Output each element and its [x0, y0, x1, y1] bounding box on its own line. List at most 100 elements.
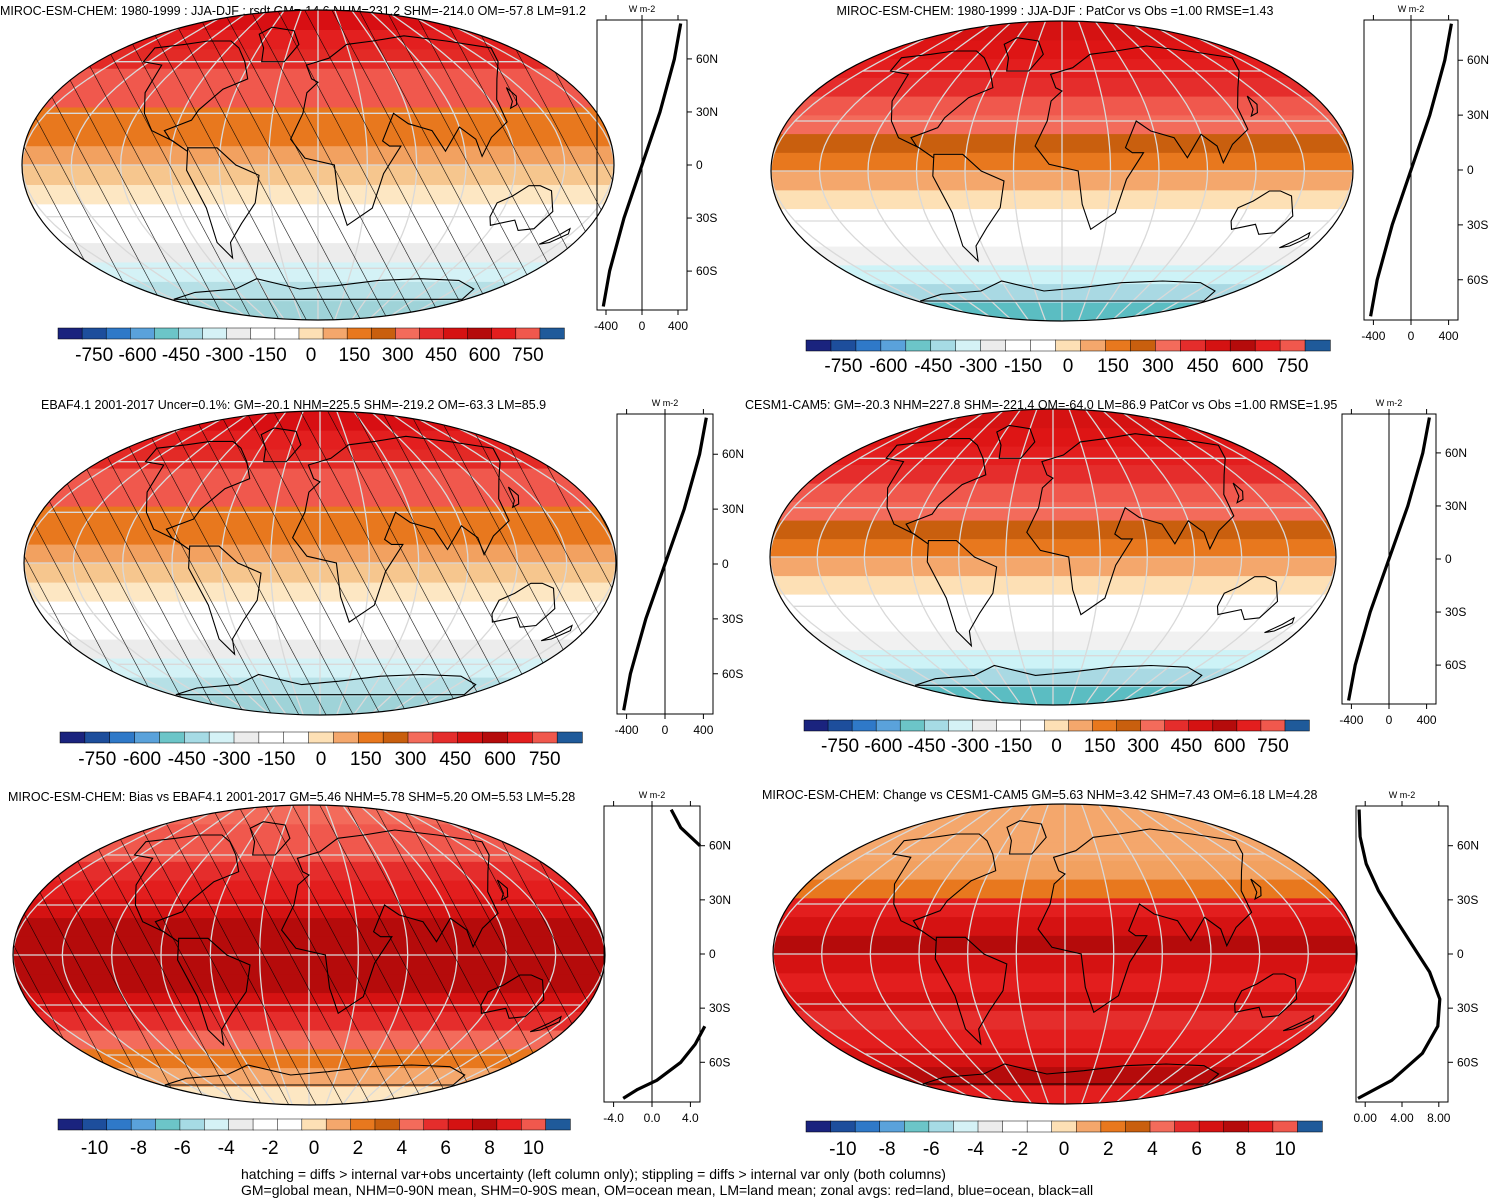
- colorbar-swatch: [333, 731, 359, 744]
- colorbar-swatch: [805, 339, 832, 352]
- colorbar-swatch: [1304, 339, 1331, 352]
- panel-title: CESM1-CAM5: GM=-20.3 NHM=227.8 SHM=-221.…: [745, 398, 1337, 412]
- zonal-profile: [601, 23, 683, 307]
- x-tick-label: 0.00: [1354, 1111, 1378, 1125]
- coastline: [934, 936, 1008, 1046]
- hatching: [22, 10, 614, 320]
- colorbar-label: 6: [1191, 1139, 1202, 1160]
- colorbar-swatch: [953, 1120, 979, 1133]
- colorbar-swatch: [556, 731, 583, 744]
- lat-tick-label: 30S: [1467, 218, 1488, 232]
- lat-tick-label: 30N: [722, 502, 744, 516]
- coastline: [1232, 482, 1244, 504]
- lat-tick-label: 0: [709, 947, 716, 961]
- x-tick-label: 400: [693, 723, 713, 737]
- colorbar-swatch: [1100, 1120, 1127, 1133]
- colorbar-swatch: [1092, 719, 1118, 732]
- colorbar-swatch: [899, 719, 925, 732]
- x-tick-label: 0.0: [644, 1111, 661, 1125]
- colorbar-label: -6: [923, 1139, 940, 1160]
- colorbar-swatch: [1076, 1120, 1102, 1133]
- x-tick-label: 0: [639, 319, 646, 333]
- zonal-profile: [1369, 23, 1453, 317]
- x-tick-label: 4.0: [682, 1111, 699, 1125]
- colorbar-swatch: [805, 1120, 832, 1133]
- colorbar-swatch: [930, 339, 957, 352]
- colorbar-label: -600: [864, 736, 902, 757]
- colorbar-swatch: [154, 327, 180, 340]
- colorbar-swatch: [283, 731, 310, 744]
- colorbar-label: -300: [959, 356, 997, 377]
- coastline: [914, 664, 1203, 686]
- unit-label: W m-2: [639, 790, 666, 800]
- panel-6: MIROC-ESM-CHEM: Change vs CESM1-CAM5 GM=…: [762, 788, 1479, 1160]
- panel-title: MIROC-ESM-CHEM: 1980-1999 : JJA-DJF : Pa…: [837, 4, 1274, 18]
- colorbar-swatch: [432, 731, 459, 744]
- map: [13, 805, 605, 1105]
- colorbar-label: -300: [951, 736, 989, 757]
- colorbar-label: -4: [218, 1138, 235, 1159]
- colorbar-swatch: [325, 1118, 352, 1131]
- colorbar-swatch: [106, 1118, 132, 1131]
- coastline: [1264, 616, 1295, 634]
- coastline: [1282, 1014, 1315, 1032]
- colorbar-swatch: [1198, 1120, 1225, 1133]
- lat-tick-label: 60N: [696, 52, 718, 66]
- x-tick-label: 4.00: [1390, 1111, 1414, 1125]
- colorbar-swatch: [830, 1120, 856, 1133]
- colorbar-label: 4: [396, 1138, 407, 1159]
- colorbar-swatch: [1236, 719, 1262, 732]
- coastline: [920, 280, 1216, 302]
- coastline: [1003, 37, 1044, 72]
- colorbar-swatch: [879, 1120, 905, 1133]
- zonal-mean-plot: 60N 30N 0 30S 60S -400 0 400 W m-2: [615, 398, 744, 737]
- colorbar-swatch: [491, 327, 517, 340]
- x-tick-label: -400: [1339, 713, 1363, 727]
- colorbar-swatch: [130, 1118, 157, 1131]
- colorbar-swatch: [1155, 339, 1181, 352]
- footer-line-1: hatching = diffs > internal var+obs unce…: [241, 1166, 946, 1182]
- colorbar-swatch: [977, 1120, 1004, 1133]
- colorbar-swatch: [308, 731, 335, 744]
- map: [22, 10, 614, 320]
- colorbar-swatch: [374, 1118, 400, 1131]
- coastline: [932, 153, 1005, 263]
- coastline: [1234, 973, 1298, 1018]
- colorbar-swatch: [399, 1118, 425, 1131]
- lat-tick-label: 0: [722, 557, 729, 571]
- lat-tick-label: 60N: [1457, 839, 1479, 853]
- colorbar-label: 150: [339, 345, 371, 366]
- colorbar-swatch: [923, 719, 949, 732]
- colorbar-swatch: [419, 327, 445, 340]
- x-tick-label: 400: [1417, 713, 1437, 727]
- colorbar-swatch: [130, 327, 156, 340]
- colorbar-swatch: [1068, 719, 1094, 732]
- colorbar-swatch: [1229, 339, 1256, 352]
- colorbar-swatch: [184, 731, 210, 744]
- colorbar-swatch: [1026, 1120, 1053, 1133]
- lat-tick-label: 60N: [1445, 446, 1467, 460]
- colorbar-swatch: [250, 327, 276, 340]
- colorbar-swatch: [1284, 719, 1310, 732]
- panel-4: CESM1-CAM5: GM=-20.3 NHM=227.8 SHM=-221.…: [745, 398, 1467, 757]
- colorbar: -10 -8 -6 -4 -2 0 2 4 6 8 10: [805, 1120, 1323, 1160]
- colorbar-swatch: [854, 1120, 881, 1133]
- colorbar-label: -750: [824, 356, 862, 377]
- colorbar-swatch: [1140, 719, 1166, 732]
- colorbar-swatch: [1188, 719, 1214, 732]
- colorbar-label: 0: [309, 1138, 320, 1159]
- colorbar-swatch: [1272, 1120, 1299, 1133]
- colorbar-swatch: [851, 719, 877, 732]
- colorbar-label: 450: [1187, 356, 1219, 377]
- lat-tick-label: 30S: [722, 612, 743, 626]
- zonal-profile: [622, 1025, 707, 1100]
- lat-tick-label: 30N: [709, 893, 731, 907]
- colorbar-swatch: [1005, 339, 1032, 352]
- colorbar-swatch: [928, 1120, 955, 1133]
- x-tick-label: 400: [1439, 329, 1459, 343]
- colorbar-label: -600: [123, 749, 161, 770]
- colorbar-label: -300: [205, 345, 243, 366]
- colorbar: -750 -600 -450 -300 -150 0 150 300 450 600 750: [59, 731, 583, 770]
- colorbar-label: 150: [1084, 736, 1116, 757]
- colorbar-swatch: [482, 731, 509, 744]
